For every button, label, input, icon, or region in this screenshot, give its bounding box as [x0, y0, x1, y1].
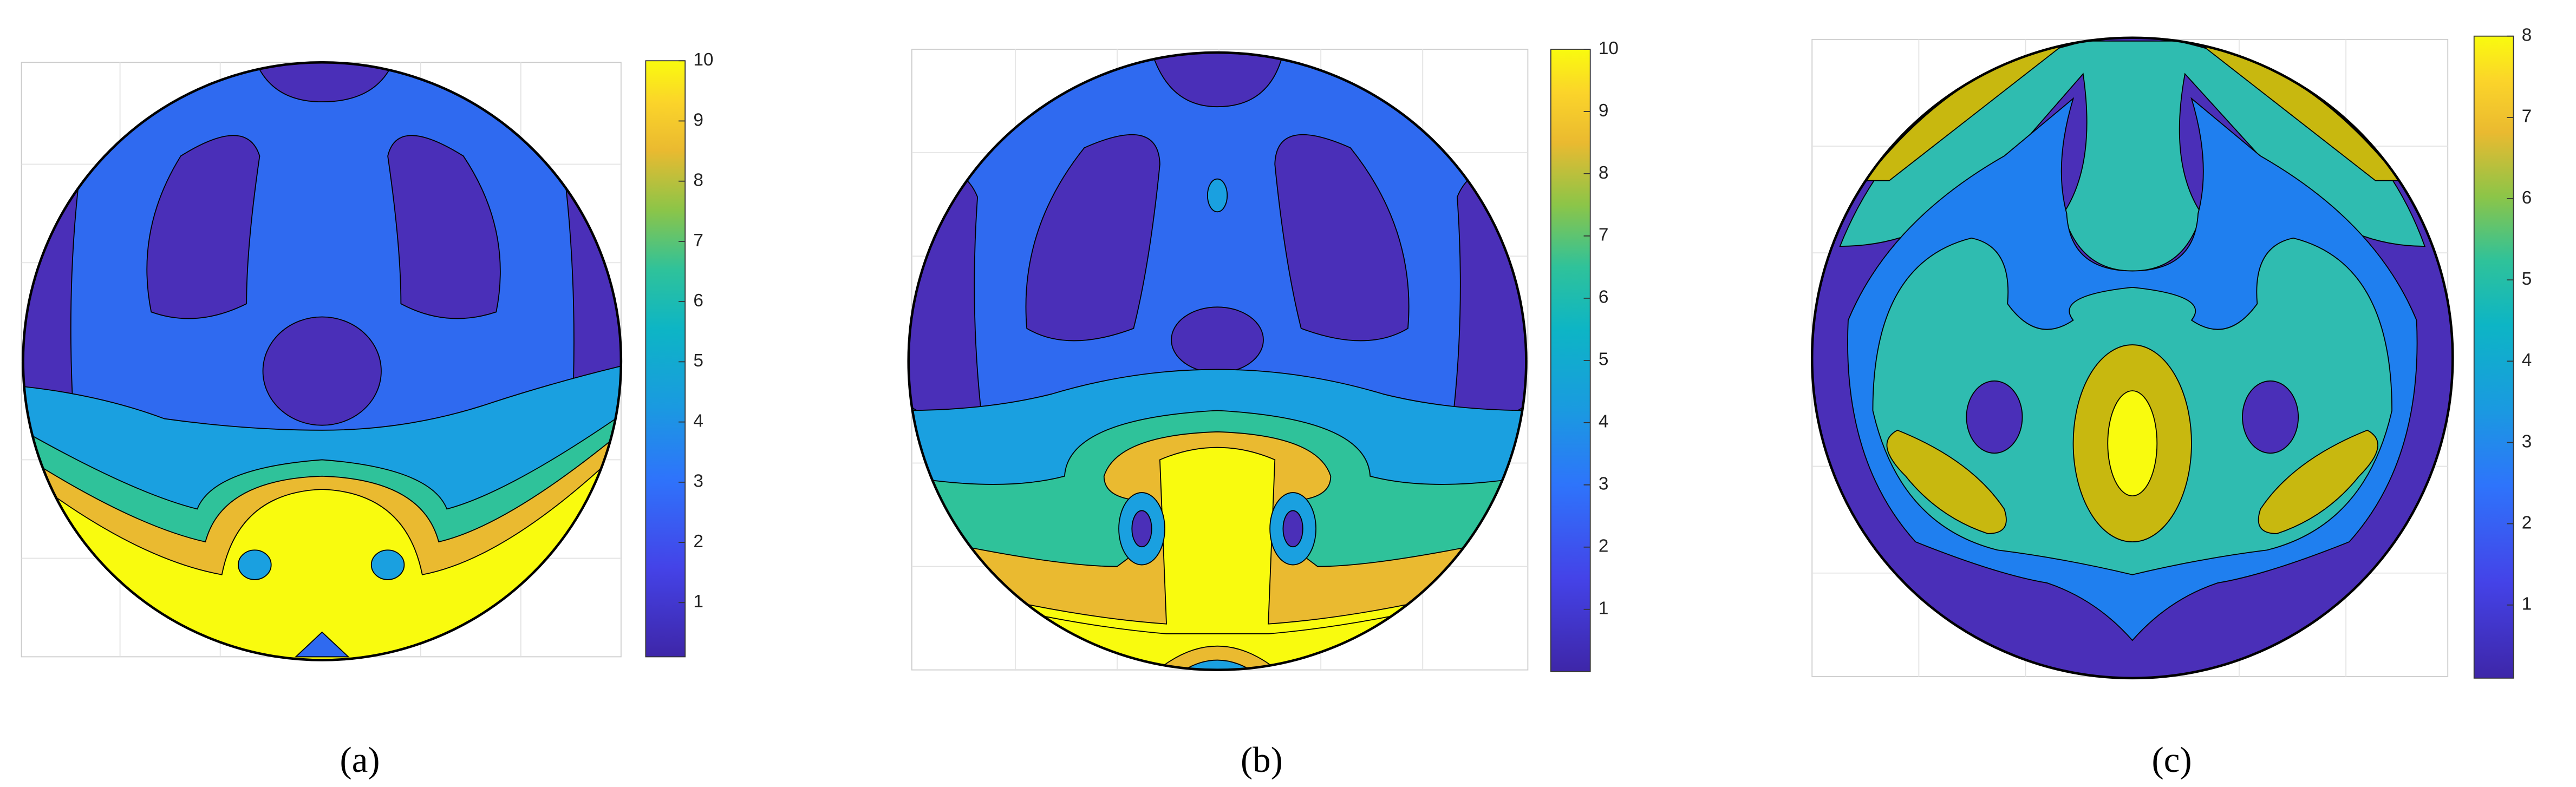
- colorbar-tick-label: 4: [2522, 350, 2532, 370]
- colorbar-tick-label: 6: [1599, 287, 1609, 307]
- colorbar: [2473, 35, 2514, 679]
- colorbar-tick-label: 2: [2522, 513, 2532, 533]
- colorbar-tick-label: 7: [693, 231, 703, 251]
- panel-caption: (c): [2152, 740, 2192, 780]
- colorbar-tick-label: 3: [1599, 474, 1609, 494]
- colorbar-tick-label: 10: [693, 50, 713, 70]
- colorbar-tick-label: 3: [2522, 431, 2532, 451]
- colorbar-tick-label: 6: [2522, 188, 2532, 208]
- colorbar-tick-label: 1: [693, 592, 703, 612]
- colorbar-tick-label: 5: [693, 351, 703, 371]
- colorbar-tick-label: 4: [1599, 412, 1609, 432]
- colorbar-tick-label: 1: [1599, 599, 1609, 619]
- colorbar-tick-label: 5: [2522, 269, 2532, 289]
- colorbar-tick-label: 2: [1599, 536, 1609, 556]
- colorbar-tick-label: 8: [2522, 25, 2532, 45]
- colorbar-tick-label: 1: [2522, 594, 2532, 614]
- colorbar-tick-label: 7: [2522, 107, 2532, 127]
- colorbar-tick-label: 5: [1599, 350, 1609, 370]
- colorbar-tick-label: 8: [1599, 163, 1609, 183]
- axes-c: [1810, 36, 2454, 680]
- colorbar-tick-label: 2: [693, 532, 703, 552]
- panel-caption: (b): [1241, 740, 1283, 780]
- colorbar: [645, 60, 686, 658]
- colorbar-tick-label: 4: [693, 411, 703, 431]
- colorbar-tick-label: 8: [693, 170, 703, 191]
- colorbar-tick-label: 6: [693, 291, 703, 311]
- contour-a: [23, 62, 621, 660]
- colorbar-tick-label: 9: [693, 110, 703, 130]
- axes-a: [21, 61, 623, 661]
- colorbar-tick-label: 7: [1599, 225, 1609, 245]
- colorbar-tick-label: 10: [1599, 38, 1619, 58]
- axes-b: [907, 49, 1529, 671]
- panel-caption: (a): [340, 740, 380, 780]
- colorbar-tick-label: 3: [693, 471, 703, 491]
- colorbar-tick-label: 9: [1599, 101, 1609, 121]
